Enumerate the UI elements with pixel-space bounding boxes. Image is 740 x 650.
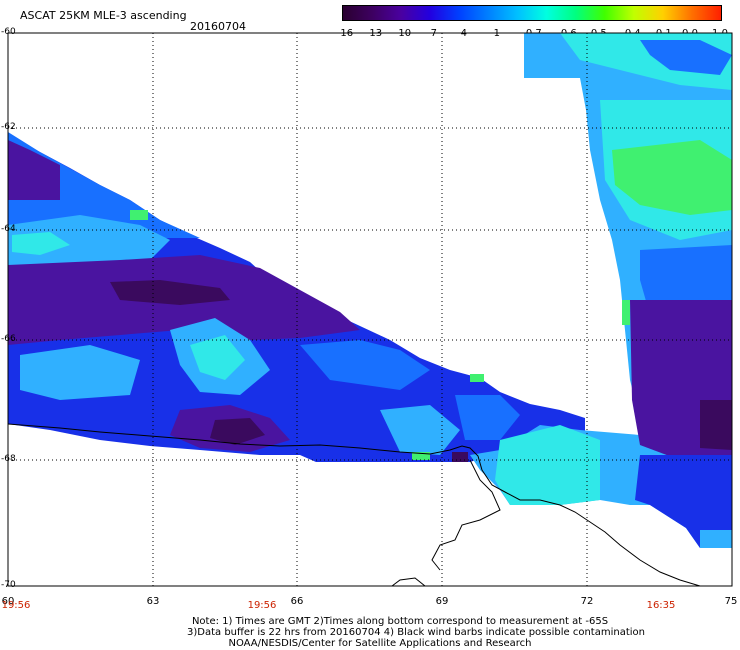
swath-right-green [612,140,732,215]
lat-label: -64 [1,224,16,234]
map-title: ASCAT 25KM MLE-3 ascending [20,9,187,22]
pass-time-label: 19:56 [247,600,277,611]
swath-left-light-band [8,215,170,270]
footnote-line: Note: 1) Times are GMT 2)Times along bot… [191,616,609,627]
lon-label: 75 [724,596,738,607]
lat-label: -60 [1,27,16,37]
swath-left-top-purple [8,140,60,200]
lat-label: -62 [1,122,16,132]
swath-left-cyan-lobe [190,335,245,380]
lon-label: 72 [580,596,594,607]
swath-right-green-edge [622,300,630,325]
coastline-segment [391,577,426,587]
colorbar [342,5,722,21]
swath-left-green-bottom [412,452,430,460]
swath-right-pass [470,33,732,548]
lat-label: -68 [1,454,16,464]
swath-right-bottom-blue [635,455,732,548]
coastline-segment [7,423,701,587]
swath-left-mid-bottom [455,395,520,440]
swath-left-light-left [20,345,140,400]
swath-right-top-blue [640,40,732,75]
swath-right-deep [700,400,732,450]
swath-left-mid [300,340,430,390]
pass-time-label: 19:56 [1,600,31,611]
swath-left-deep-small [452,452,468,462]
swath-left-upper [8,132,200,238]
lon-label: 66 [290,596,304,607]
swath-left-green-patch [130,210,148,220]
footnote-line: 3)Data buffer is 22 hrs from 20160704 4)… [187,627,645,638]
swath-left-cyan [12,232,70,255]
lon-label: 69 [435,596,449,607]
map-frame [7,32,733,587]
coastline-segment [431,459,501,571]
pass-time-label: 16:35 [646,600,676,611]
lon-label: 63 [146,596,160,607]
swath-left-green-small [470,374,484,382]
swath-left-deep-core [110,280,230,305]
swath-left-lower-deep [210,418,265,445]
lat-lon-gridlines [8,33,732,586]
swath-right-bottom-cyan [495,425,600,505]
lat-label: -66 [1,334,16,344]
antarctic-coastline [7,423,701,587]
map-date: 20160704 [190,20,246,33]
footnote: Note: 1) Times are GMT 2)Times along bot… [0,616,740,649]
swath-right-bottom-tail [700,530,732,548]
lon-label: 60 [1,596,15,607]
swath-left-light-bottom [380,405,460,455]
lat-label: -70 [1,580,16,590]
footnote-line: NOAA/NESDIS/Center for Satellite Applica… [228,638,532,649]
